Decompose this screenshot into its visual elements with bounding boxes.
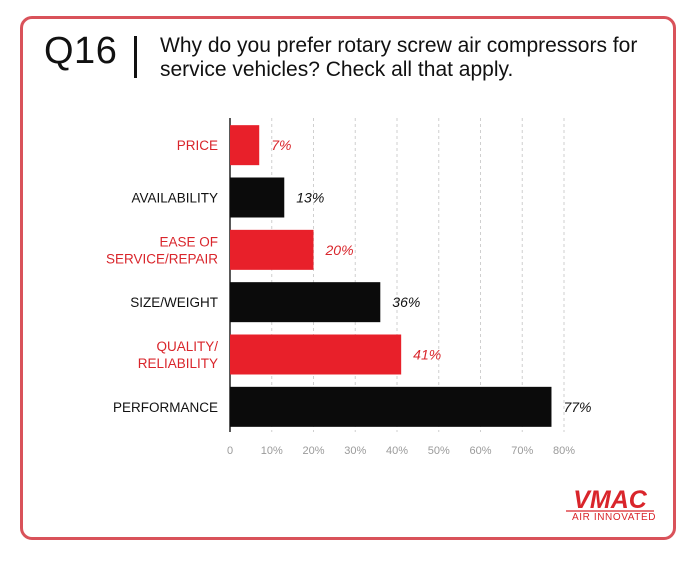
category-label: PERFORMANCE — [113, 400, 218, 415]
title-divider — [134, 36, 137, 78]
category-label: PRICE — [177, 138, 218, 153]
data-label: 13% — [296, 190, 324, 206]
question-text: Why do you prefer rotary screw air compr… — [160, 34, 638, 81]
x-tick-label: 30% — [344, 445, 366, 457]
bar — [230, 334, 402, 375]
card-frame — [20, 16, 676, 540]
question-number: Q16 — [44, 30, 118, 72]
x-tick-label: 40% — [386, 445, 408, 457]
category-label: RELIABILITY — [138, 356, 218, 371]
category-label: AVAILABILITY — [131, 191, 218, 206]
vmac-logo: VMAC — [566, 486, 654, 514]
bar — [230, 125, 260, 166]
category-label: SERVICE/REPAIR — [106, 251, 218, 266]
bar — [230, 386, 552, 427]
bar — [230, 282, 381, 323]
data-label: 7% — [271, 137, 291, 153]
data-label: 77% — [563, 399, 591, 415]
category-label: QUALITY/ — [156, 339, 218, 354]
x-tick-label: 0 — [227, 445, 233, 457]
x-tick-label: 80% — [553, 445, 575, 457]
category-label: EASE OF — [159, 234, 218, 249]
x-tick-label: 50% — [428, 445, 450, 457]
data-label: 20% — [325, 242, 354, 258]
data-label: 36% — [392, 294, 420, 310]
category-label: SIZE/WEIGHT — [130, 295, 218, 310]
x-tick-label: 70% — [511, 445, 533, 457]
logo-tagline: AIR INNOVATED — [572, 512, 657, 523]
bar — [230, 229, 314, 270]
x-tick-label: 20% — [302, 445, 324, 457]
logo-wordmark: VMAC — [573, 486, 648, 514]
data-label: 41% — [413, 347, 441, 363]
bar — [230, 177, 285, 218]
x-tick-label: 60% — [469, 445, 491, 457]
x-tick-label: 10% — [261, 445, 283, 457]
